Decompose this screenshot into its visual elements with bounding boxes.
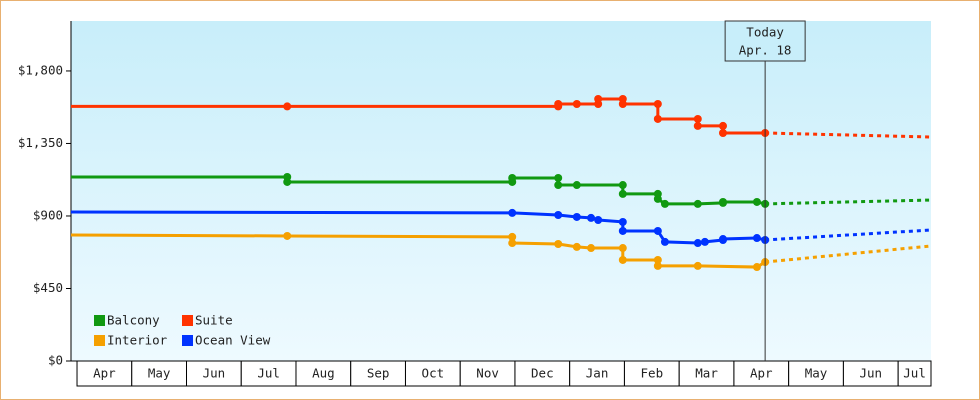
y-tick-label: $0 [48,353,63,368]
price-point [700,237,709,246]
legend-swatch [182,335,193,346]
month-box [897,360,932,387]
price-point [572,181,581,190]
price-point [718,128,727,137]
forecast-line [765,198,932,206]
month-box [733,360,790,387]
price-point [554,211,563,220]
price-point [572,242,581,251]
x-tick-label: Mar [695,366,718,381]
price-point [653,114,662,123]
price-point [554,99,563,108]
price-point [554,173,563,182]
price-point [693,199,702,208]
x-tick-label: Nov [476,366,499,381]
y-tick-label: $450 [33,280,63,295]
x-tick-label: Apr [750,366,773,381]
forecast-line [765,228,932,242]
price-point [653,255,662,264]
price-point [693,239,702,248]
price-point [587,213,596,222]
x-tick-label: Feb [641,366,664,381]
legend-swatch [94,315,105,326]
price-point [752,234,761,243]
x-tick-label: Aug [312,366,335,381]
x-tick-label: Oct [422,366,445,381]
price-point [283,102,292,111]
price-point [508,173,517,182]
price-point [587,244,596,253]
price-point [572,99,581,108]
x-tick-label: Apr [93,366,116,381]
price-point [693,121,702,130]
x-tick-label: May [805,366,828,381]
legend-label: Ocean View [195,333,271,348]
price-point [718,235,727,244]
price-point [618,189,627,198]
price-point [718,121,727,130]
price-point [653,99,662,108]
price-point [618,181,627,190]
price-point [594,94,603,103]
price-point [660,237,669,246]
plot-area [71,21,931,361]
price-point [660,199,669,208]
price-point [653,226,662,235]
x-tick-label: May [148,366,171,381]
price-point [693,114,702,123]
x-tick-label: Jan [586,366,609,381]
price-point [594,216,603,225]
price-point [283,177,292,186]
price-point [618,99,627,108]
x-tick-label: Jun [859,366,882,381]
price-point [752,197,761,206]
month-box [514,360,571,387]
today-label: Today [746,25,784,40]
x-tick-label: Jul [257,366,280,381]
y-tick-label: $900 [33,207,63,222]
legend-label: Balcony [107,313,160,328]
legend-swatch [182,315,193,326]
legend-swatch [94,335,105,346]
y-tick-label: $1,800 [18,62,63,77]
legend-label: Suite [195,313,233,328]
today-date: Apr. 18 [739,43,792,58]
price-point [554,240,563,249]
price-point [653,194,662,203]
x-tick-label: Jun [203,366,226,381]
price-point [618,226,627,235]
price-point [508,239,517,248]
price-point [508,232,517,241]
x-tick-label: Dec [531,366,554,381]
y-tick-label: $1,350 [18,135,63,150]
price-point [554,181,563,190]
x-tick-label: Jul [903,366,926,381]
price-point [508,208,517,217]
price-point [618,244,627,253]
today-box [724,20,806,62]
forecast-line [765,131,932,139]
price-point [718,197,727,206]
price-point [752,263,761,272]
price-point [572,212,581,221]
legend-label: Interior [107,333,168,348]
price-point [283,231,292,240]
price-point [618,217,627,226]
price-point [653,261,662,270]
month-box [842,360,899,387]
forecast-line [764,244,932,264]
x-tick-label: Sep [367,366,390,381]
price-point [693,261,702,270]
price-point [618,255,627,264]
